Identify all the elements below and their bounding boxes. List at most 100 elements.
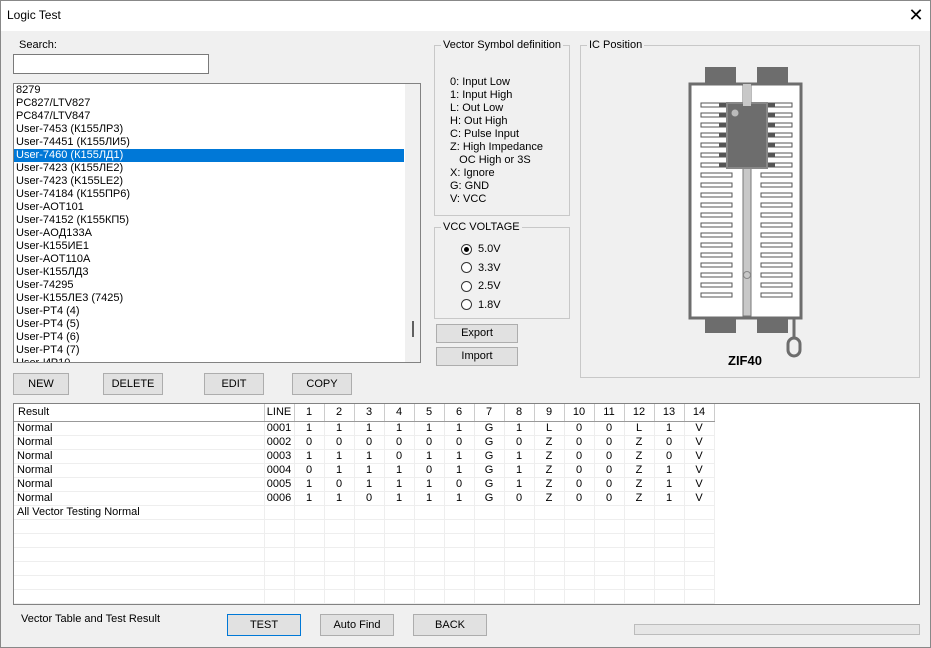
vcc-radio-3.3V[interactable]: 3.3V <box>461 262 501 274</box>
table-cell <box>684 505 715 520</box>
vcc-radio-2.5V[interactable]: 2.5V <box>461 280 501 292</box>
column-header[interactable]: 7 <box>474 404 505 422</box>
lever-handle <box>786 336 802 358</box>
device-list-item[interactable]: User-PT4 (6) <box>16 331 80 343</box>
device-list-item[interactable]: User-PT4 (4) <box>16 305 80 317</box>
device-list-item[interactable]: User-7423 (К155ЛЕ2) <box>16 162 124 174</box>
device-list-item[interactable]: User-74451 (К155ЛИ5) <box>16 136 130 148</box>
radio-circle[interactable] <box>461 280 472 292</box>
device-list-item[interactable]: User-PT4 (7) <box>16 344 80 356</box>
table-cell <box>324 505 355 520</box>
radio-label: 5.0V <box>478 243 501 255</box>
table-row[interactable] <box>14 589 715 604</box>
table-row[interactable] <box>14 547 715 562</box>
table-row[interactable] <box>14 575 715 590</box>
device-list-item[interactable]: User-74184 (К155ПР6) <box>16 188 130 200</box>
radio-circle[interactable] <box>461 243 472 255</box>
table-cell: 1 <box>324 463 355 478</box>
socket-slot <box>700 282 733 288</box>
column-header[interactable]: Result <box>14 404 265 422</box>
import-button[interactable]: Import <box>436 347 518 366</box>
table-row[interactable]: Normal 0001 1 1 1 1 1 1 G 1 L 0 0 L 1 V <box>14 421 715 436</box>
device-list-scrollbar[interactable] <box>405 84 420 362</box>
table-cell <box>354 575 385 590</box>
search-input[interactable] <box>13 54 209 74</box>
column-header[interactable]: 13 <box>654 404 685 422</box>
column-header[interactable]: 9 <box>534 404 565 422</box>
device-list-item[interactable]: User-ИР10 <box>16 357 71 363</box>
table-cell <box>654 547 685 562</box>
device-list-item[interactable]: User-AOT101 <box>16 201 84 213</box>
table-cell <box>354 505 385 520</box>
radio-circle[interactable] <box>461 299 472 310</box>
symbol-definition: Z: High Impedance <box>450 141 543 153</box>
table-cell: 1 <box>444 463 475 478</box>
table-cell <box>684 575 715 590</box>
column-header[interactable]: 11 <box>594 404 625 422</box>
table-cell <box>474 561 505 576</box>
device-list-item[interactable]: User-К155ЛД3 <box>16 266 89 278</box>
column-header[interactable]: 10 <box>564 404 595 422</box>
table-row[interactable] <box>14 519 715 534</box>
table-row[interactable]: Normal 0003 1 1 1 0 1 1 G 1 Z 0 0 Z 0 V <box>14 449 715 464</box>
column-header[interactable]: 4 <box>384 404 415 422</box>
column-header[interactable]: 3 <box>354 404 385 422</box>
table-row[interactable]: Normal 0004 0 1 1 1 0 1 G 1 Z 0 0 Z 1 V <box>14 463 715 478</box>
table-cell <box>354 589 385 604</box>
table-cell: Z <box>534 491 565 506</box>
device-list-item[interactable]: User-PT4 (5) <box>16 318 80 330</box>
socket-slot <box>700 242 733 248</box>
column-header[interactable]: 6 <box>444 404 475 422</box>
table-cell: 0 <box>594 463 625 478</box>
device-list-item[interactable]: User-7423 (K155LE2) <box>16 175 124 187</box>
test-button[interactable]: TEST <box>227 614 301 636</box>
device-list-item[interactable]: User-7453 (К155ЛР3) <box>16 123 124 135</box>
table-row[interactable] <box>14 561 715 576</box>
back-button[interactable]: BACK <box>413 614 487 636</box>
device-list-item[interactable]: PC847/LTV847 <box>16 110 91 122</box>
device-list-item[interactable]: User-К155ЛЕ3 (7425) <box>16 292 124 304</box>
column-header[interactable]: 2 <box>324 404 355 422</box>
table-cell: 1 <box>384 421 415 436</box>
radio-circle[interactable] <box>461 262 472 273</box>
column-header[interactable]: 12 <box>624 404 655 422</box>
table-cell <box>684 589 715 604</box>
edit-button[interactable]: EDIT <box>204 373 264 395</box>
table-cell: 0 <box>594 491 625 506</box>
vcc-radio-1.8V[interactable]: 1.8V <box>461 299 501 311</box>
table-row[interactable]: Normal 0002 0 0 0 0 0 0 G 0 Z 0 0 Z 0 V <box>14 435 715 450</box>
device-list[interactable]: 8279 PC827/LTV827 PC847/LTV847 User-7453 (К… <box>13 83 421 363</box>
device-list-item[interactable]: 8279 <box>16 84 41 96</box>
new-button[interactable]: NEW <box>13 373 69 395</box>
table-row[interactable]: All Vector Testing Normal <box>14 505 715 520</box>
column-header[interactable]: 5 <box>414 404 445 422</box>
column-header[interactable]: 14 <box>684 404 715 422</box>
vcc-radio-5.0V[interactable]: 5.0V <box>461 243 501 255</box>
column-header[interactable]: 1 <box>294 404 325 422</box>
device-list-item[interactable]: User-К155ИЕ1 <box>16 240 90 252</box>
delete-button[interactable]: DELETE <box>103 373 163 395</box>
device-list-item[interactable]: PC827/LTV827 <box>16 97 91 109</box>
device-list-item[interactable]: User-AOД133A <box>16 227 92 239</box>
device-list-item[interactable]: User-AOT110A <box>16 253 91 265</box>
device-list-item[interactable]: User-74295 <box>16 279 74 291</box>
table-cell: L <box>534 421 565 436</box>
scrollbar-thumb[interactable] <box>412 321 414 337</box>
close-button[interactable]: ✕ <box>908 5 924 25</box>
column-header[interactable]: 8 <box>504 404 535 422</box>
table-cell <box>654 575 685 590</box>
table-row[interactable] <box>14 533 715 548</box>
table-cell: 0 <box>654 449 685 464</box>
table-row[interactable]: Normal 0006 1 1 0 1 1 1 G 0 Z 0 0 Z 1 V <box>14 491 715 506</box>
window-title: Logic Test <box>7 8 61 22</box>
device-list-item[interactable]: User-7460 (К155ЛД1) <box>14 149 404 162</box>
device-list-item[interactable]: User-74152 (К155КП5) <box>16 214 130 226</box>
copy-button[interactable]: COPY <box>292 373 352 395</box>
table-row[interactable]: Normal 0005 1 0 1 1 1 0 G 1 Z 0 0 Z 1 V <box>14 477 715 492</box>
export-button[interactable]: Export <box>436 324 518 343</box>
table-cell <box>264 505 295 520</box>
chip-pin <box>719 153 727 157</box>
column-header[interactable]: LINE <box>264 404 295 422</box>
vector-table[interactable]: Result LINE 1 2 3 4 5 6 7 8 9 10 11 12 13 14 Normal 0001 1… <box>13 403 920 605</box>
auto-find-button[interactable]: Auto Find <box>320 614 394 636</box>
